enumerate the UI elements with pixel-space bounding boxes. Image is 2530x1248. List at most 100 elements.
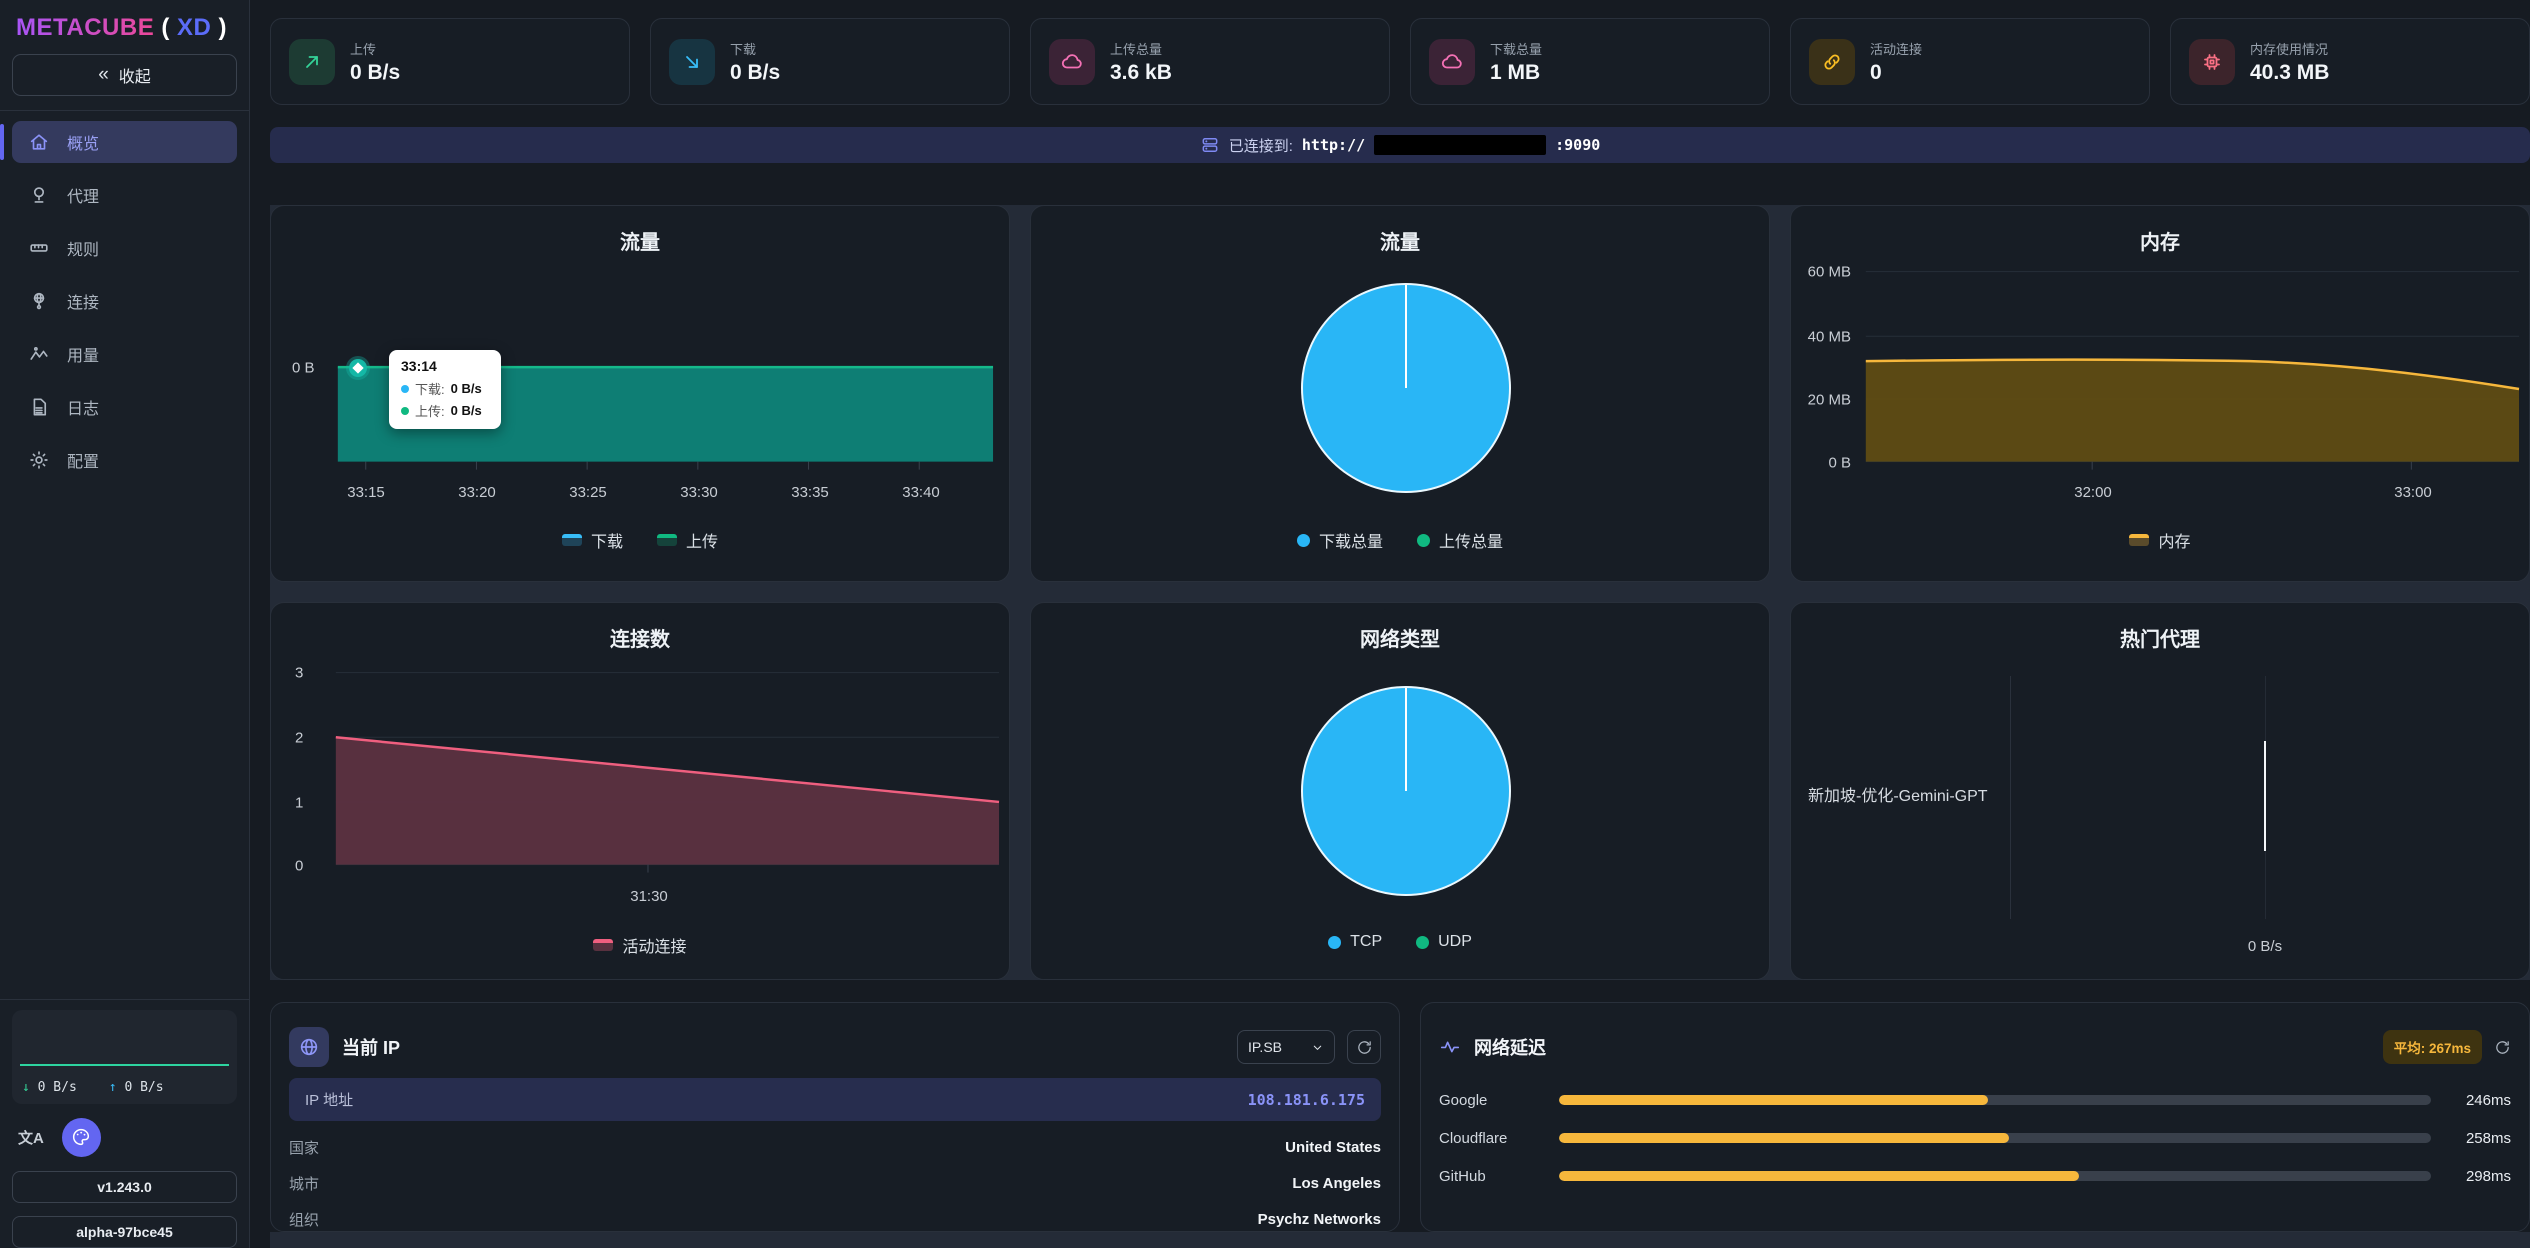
city-row: 城市 Los Angeles (289, 1174, 1381, 1193)
gridline (2010, 676, 2011, 919)
sidebar-item-config[interactable]: 配置 (12, 439, 237, 481)
zero-value-bar (2264, 741, 2266, 851)
arrow-down-right-icon (686, 55, 698, 68)
connections-chart-card[interactable]: 连接数 3 2 1 0 31:30 活动连接 (270, 602, 1010, 980)
connections-swatch-icon (593, 939, 614, 951)
logo-brand: METACUBE (16, 14, 155, 41)
top-proxies-chart-card[interactable]: 热门代理 新加坡-优化-Gemini-GPT 0 B/s (1790, 602, 2530, 980)
udp-dot-icon (1416, 935, 1430, 949)
legend-upload[interactable]: 上传 (657, 528, 718, 552)
x-axis-tick: 33:35 (791, 484, 829, 501)
x-axis-tick: 0 B/s (2247, 938, 2283, 955)
network-latency-panel: 网络延迟 平均: 267ms Google 246ms Cloudflare (1420, 1002, 2530, 1232)
traffic-chart-card[interactable]: 流量 0 B 33:15 33:20 33:25 33:30 33:35 33:… (270, 205, 1010, 582)
stat-card-upload-total: 上传总量 3.6 kB (1030, 18, 1390, 105)
x-axis-tick: 33:30 (680, 484, 718, 501)
sidebar-item-proxies[interactable]: 代理 (12, 174, 237, 216)
sidebar-item-label: 配置 (67, 454, 100, 471)
download-total-dot-icon (1296, 533, 1310, 547)
sidebar-item-rules[interactable]: 规则 (12, 227, 237, 269)
panels-row: 当前 IP IP.SB IP 地址 108.181.6.175 国家 (270, 1002, 2530, 1232)
stat-card-memory: 内存使用情况 40.3 MB (2170, 18, 2530, 105)
globe-node-icon (33, 292, 45, 310)
x-axis-tick: 33:20 (458, 484, 496, 501)
legend-download-total[interactable]: 下载总量 (1296, 528, 1383, 552)
tooltip-label: 下载: (415, 382, 445, 397)
sidebar-item-label: 规则 (67, 242, 100, 259)
language-toggle-icon[interactable]: 文A (18, 1129, 44, 1147)
area-chart-icon (30, 346, 48, 360)
y-axis-tick: 40 MB (1807, 328, 1851, 346)
chevron-down-icon (1313, 1045, 1322, 1050)
legend-udp[interactable]: UDP (1416, 933, 1472, 951)
stat-value: 3.6 kB (1110, 60, 1172, 84)
ip-address-label: IP 地址 (305, 1092, 354, 1109)
tiny-slice (1405, 285, 1407, 388)
arrow-up-right-icon (306, 55, 318, 68)
chart-title: 连接数 (610, 629, 670, 651)
palette-icon (73, 1128, 90, 1146)
stat-value: 0 B/s (350, 60, 401, 84)
y-axis-tick: 0 B (1828, 454, 1851, 472)
memory-swatch-icon (2129, 534, 2150, 546)
activity-icon (1439, 1036, 1461, 1058)
download-swatch-icon (561, 534, 582, 546)
x-axis-tick: 32:00 (2074, 484, 2112, 501)
stat-value: 0 B/s (730, 60, 781, 84)
stat-card-download: 下载 0 B/s (650, 18, 1010, 105)
legend-download[interactable]: 下载 (561, 528, 623, 552)
x-axis-tick: 33:25 (569, 484, 607, 501)
collapse-sidebar-button[interactable]: « 收起 (12, 54, 237, 96)
stat-card-upload: 上传 0 B/s (270, 18, 630, 105)
selected-provider: IP.SB (1248, 1039, 1282, 1055)
connected-banner: 已连接到: http:// :9090 (270, 127, 2530, 163)
gear-icon (30, 451, 48, 469)
chart-tooltip: 33:14 下载: 0 B/s 上传: 0 B/s (389, 350, 501, 429)
sidebar-item-label: 概览 (67, 136, 100, 153)
chart-title: 网络类型 (1360, 629, 1440, 651)
traffic-pie (1301, 283, 1511, 493)
sidebar-item-label: 代理 (67, 189, 100, 206)
legend-tcp[interactable]: TCP (1328, 933, 1382, 951)
x-axis-tick: 33:15 (347, 484, 385, 501)
latency-bar-fill (1559, 1171, 2079, 1181)
cloud-download-icon (1441, 53, 1462, 68)
refresh-icon (1357, 1040, 1371, 1054)
sidebar-item-overview[interactable]: 概览 (0, 121, 237, 163)
stat-label: 活动连接 (1870, 41, 1923, 57)
y-axis-tick: 0 B (292, 359, 315, 377)
tcp-dot-icon (1328, 935, 1342, 949)
core-version-button[interactable]: v1.243.0 (12, 1171, 237, 1203)
redacted-host (1374, 135, 1547, 155)
average-latency-badge: 平均: 267ms (2382, 1030, 2482, 1064)
legend-active-connections[interactable]: 活动连接 (593, 933, 687, 957)
latency-bar-fill (1559, 1133, 2009, 1143)
dashboard-build-button[interactable]: alpha-97bce45 (12, 1216, 237, 1248)
memory-chart-card[interactable]: 内存 60 MB 40 MB 20 MB 0 B 32:00 33:00 内存 (1790, 205, 2530, 582)
divider (0, 999, 249, 1000)
latency-row-cloudflare: Cloudflare 258ms (1439, 1129, 2511, 1147)
refresh-ip-button[interactable] (1347, 1030, 1381, 1064)
legend-upload-total[interactable]: 上传总量 (1417, 528, 1503, 552)
refresh-latency-button[interactable] (2494, 1039, 2511, 1056)
x-axis-tick: 33:00 (2394, 484, 2432, 501)
hover-point-marker (349, 359, 367, 377)
chart-title: 热门代理 (2120, 629, 2200, 651)
tooltip-time: 33:14 (401, 358, 437, 374)
chart-title: 流量 (1380, 232, 1420, 254)
tooltip-value: 0 B/s (450, 403, 482, 418)
mini-traffic-widget: ↓ 0 B/s ↑ 0 B/s (12, 1010, 237, 1104)
home-icon (30, 134, 48, 150)
y-axis-tick: 3 (295, 664, 304, 682)
legend-memory[interactable]: 内存 (2129, 528, 2191, 552)
sidebar-item-connections[interactable]: 连接 (12, 280, 237, 322)
ip-provider-select[interactable]: IP.SB (1237, 1030, 1335, 1064)
sidebar-item-usage[interactable]: 用量 (12, 333, 237, 375)
sidebar-item-logs[interactable]: 日志 (12, 386, 237, 428)
theme-palette-button[interactable] (61, 1117, 101, 1157)
proxy-category-label: 新加坡-优化-Gemini-GPT (1808, 788, 1988, 805)
server-icon (1202, 138, 1218, 152)
panel-title: 当前 IP (342, 1038, 401, 1058)
network-type-pie-card[interactable]: 网络类型 TCP UDP (1030, 602, 1770, 980)
traffic-pie-card[interactable]: 流量 下载总量 上传总量 (1030, 205, 1770, 582)
